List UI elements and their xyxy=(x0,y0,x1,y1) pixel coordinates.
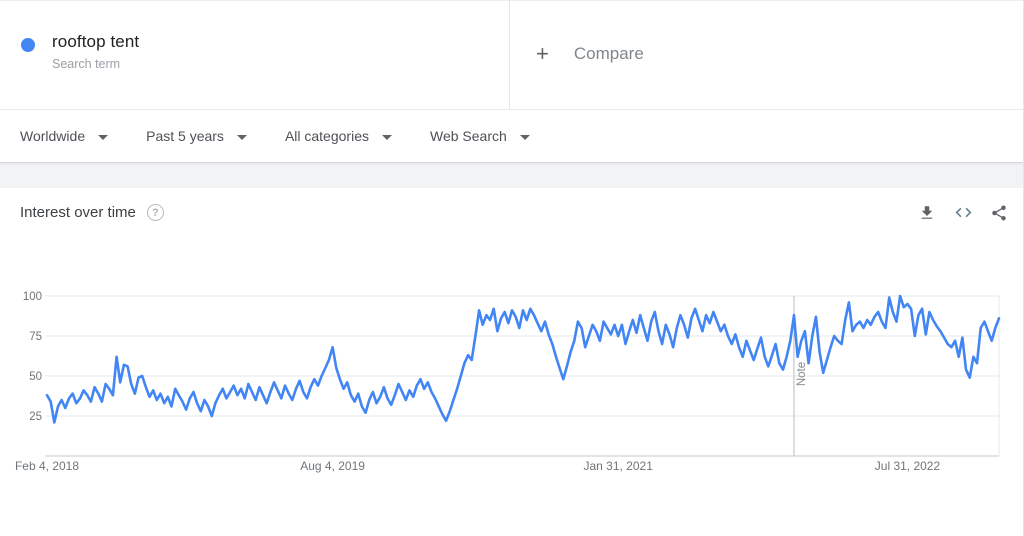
category-filter-dropdown[interactable]: All categories xyxy=(285,128,392,144)
region-filter-dropdown[interactable]: Worldwide xyxy=(20,128,109,144)
widget-titlebar: Interest over time ? xyxy=(0,188,1023,237)
svg-text:25: 25 xyxy=(29,411,42,423)
chevron-down-icon xyxy=(519,134,530,140)
time-range-filter-label: Past 5 years xyxy=(146,128,224,144)
interest-over-time-chart[interactable]: 25 50 75 100 Feb 4, 2018 Aug 4, 2019 Jan 31, 2… xyxy=(0,237,1024,536)
share-icon[interactable] xyxy=(989,203,1009,223)
embed-icon[interactable] xyxy=(953,203,973,223)
search-term-type: Search term xyxy=(52,57,121,71)
help-icon[interactable]: ? xyxy=(146,204,164,221)
svg-text:Jan 31, 2021: Jan 31, 2021 xyxy=(583,459,653,473)
interest-over-time-widget: Interest over time ? 25 50 75 100 Feb 4, xyxy=(0,188,1023,536)
svg-text:Note: Note xyxy=(796,362,808,386)
svg-text:Feb 4, 2018: Feb 4, 2018 xyxy=(15,459,79,473)
series-color-dot xyxy=(21,38,35,52)
search-term-card[interactable]: rooftop tent Search term xyxy=(0,1,510,109)
search-term-title: rooftop tent xyxy=(52,32,140,51)
compare-label: Compare xyxy=(573,44,644,63)
search-terms-header: rooftop tent Search term + Compare xyxy=(0,0,1023,110)
time-range-filter-dropdown[interactable]: Past 5 years xyxy=(146,128,247,144)
svg-text:Aug 4, 2019: Aug 4, 2019 xyxy=(300,459,365,473)
download-icon[interactable] xyxy=(917,203,937,223)
chevron-down-icon xyxy=(236,134,247,140)
svg-text:100: 100 xyxy=(23,291,42,303)
search-type-filter-label: Web Search xyxy=(429,128,507,144)
filter-bar: Worldwide Past 5 years All categories We… xyxy=(0,110,1023,163)
section-divider-strip xyxy=(0,163,1023,188)
svg-text:Jul 31, 2022: Jul 31, 2022 xyxy=(875,459,941,473)
category-filter-label: All categories xyxy=(284,128,369,144)
search-type-filter-dropdown[interactable]: Web Search xyxy=(430,128,530,144)
region-filter-label: Worldwide xyxy=(20,128,86,144)
compare-add-area[interactable]: + Compare xyxy=(510,1,1023,109)
widget-title: Interest over time xyxy=(20,204,136,221)
svg-text:50: 50 xyxy=(29,371,42,383)
plus-icon: + xyxy=(536,41,549,66)
chevron-down-icon xyxy=(381,134,392,140)
chevron-down-icon xyxy=(98,134,109,140)
svg-text:75: 75 xyxy=(29,331,42,343)
